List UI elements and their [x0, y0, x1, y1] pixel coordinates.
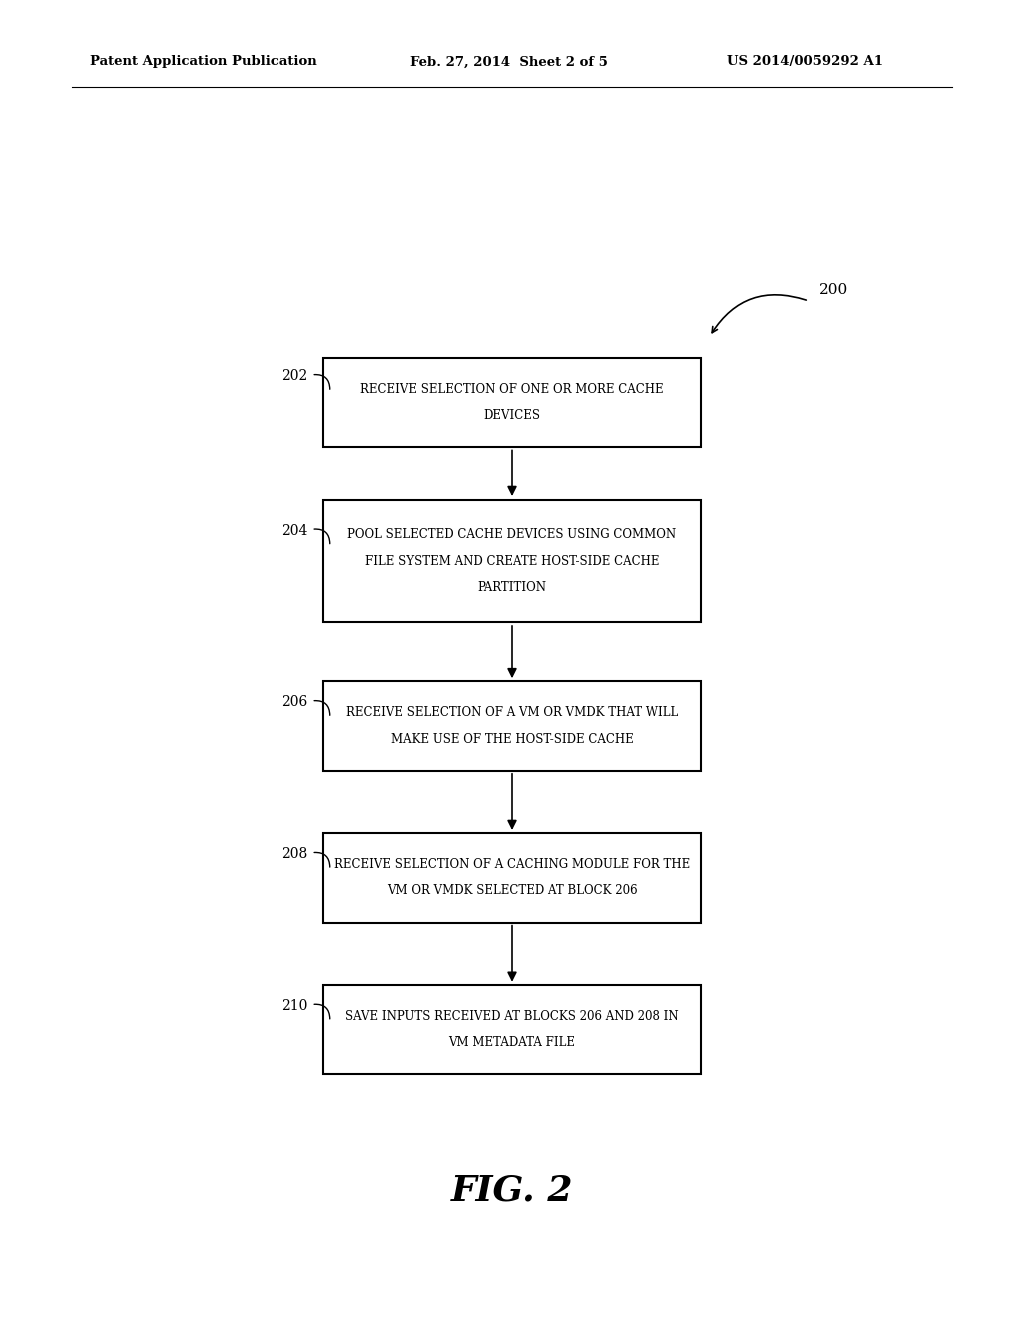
Bar [323, 358, 701, 447]
Text: Feb. 27, 2014  Sheet 2 of 5: Feb. 27, 2014 Sheet 2 of 5 [410, 55, 607, 69]
Text: 208: 208 [281, 847, 307, 861]
Text: VM OR VMDK SELECTED AT BLOCK 206: VM OR VMDK SELECTED AT BLOCK 206 [387, 884, 637, 898]
Bar [323, 833, 701, 923]
Text: PARTITION: PARTITION [477, 581, 547, 594]
Bar [323, 681, 701, 771]
Text: 210: 210 [281, 999, 307, 1012]
Text: FILE SYSTEM AND CREATE HOST-SIDE CACHE: FILE SYSTEM AND CREATE HOST-SIDE CACHE [365, 554, 659, 568]
Text: RECEIVE SELECTION OF A VM OR VMDK THAT WILL: RECEIVE SELECTION OF A VM OR VMDK THAT W… [346, 706, 678, 719]
Text: RECEIVE SELECTION OF ONE OR MORE CACHE: RECEIVE SELECTION OF ONE OR MORE CACHE [360, 383, 664, 396]
Text: US 2014/0059292 A1: US 2014/0059292 A1 [727, 55, 883, 69]
Text: RECEIVE SELECTION OF A CACHING MODULE FOR THE: RECEIVE SELECTION OF A CACHING MODULE FO… [334, 858, 690, 871]
Bar [323, 500, 701, 623]
Text: POOL SELECTED CACHE DEVICES USING COMMON: POOL SELECTED CACHE DEVICES USING COMMON [347, 528, 677, 541]
Text: VM METADATA FILE: VM METADATA FILE [449, 1036, 575, 1049]
Text: DEVICES: DEVICES [483, 409, 541, 422]
Text: MAKE USE OF THE HOST-SIDE CACHE: MAKE USE OF THE HOST-SIDE CACHE [390, 733, 634, 746]
Text: SAVE INPUTS RECEIVED AT BLOCKS 206 AND 208 IN: SAVE INPUTS RECEIVED AT BLOCKS 206 AND 2… [345, 1010, 679, 1023]
Text: 200: 200 [819, 284, 849, 297]
Text: 204: 204 [281, 524, 307, 537]
Text: 206: 206 [281, 696, 307, 709]
Text: Patent Application Publication: Patent Application Publication [90, 55, 316, 69]
Text: 202: 202 [281, 370, 307, 383]
Text: FIG. 2: FIG. 2 [451, 1173, 573, 1208]
Bar [323, 985, 701, 1074]
